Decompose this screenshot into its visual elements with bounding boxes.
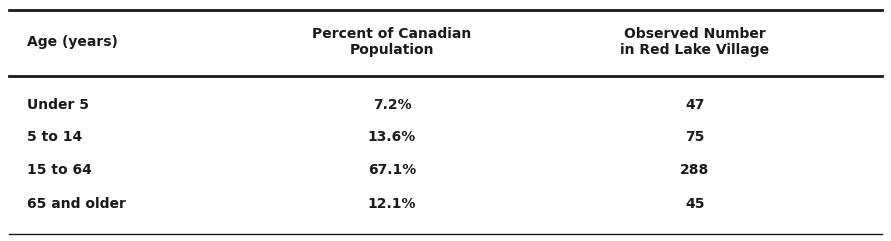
Text: Age (years): Age (years) [27, 35, 118, 49]
Text: Percent of Canadian
Population: Percent of Canadian Population [313, 27, 471, 57]
Text: 65 and older: 65 and older [27, 197, 126, 211]
Text: 288: 288 [681, 163, 709, 177]
Text: 67.1%: 67.1% [368, 163, 416, 177]
Text: 75: 75 [685, 130, 705, 144]
Text: 5 to 14: 5 to 14 [27, 130, 82, 144]
Text: 12.1%: 12.1% [368, 197, 416, 211]
Text: 13.6%: 13.6% [368, 130, 416, 144]
Text: 45: 45 [685, 197, 705, 211]
Text: Observed Number
in Red Lake Village: Observed Number in Red Lake Village [620, 27, 770, 57]
Text: Under 5: Under 5 [27, 98, 89, 112]
Text: 7.2%: 7.2% [372, 98, 412, 112]
Text: 15 to 64: 15 to 64 [27, 163, 92, 177]
Text: 47: 47 [685, 98, 705, 112]
